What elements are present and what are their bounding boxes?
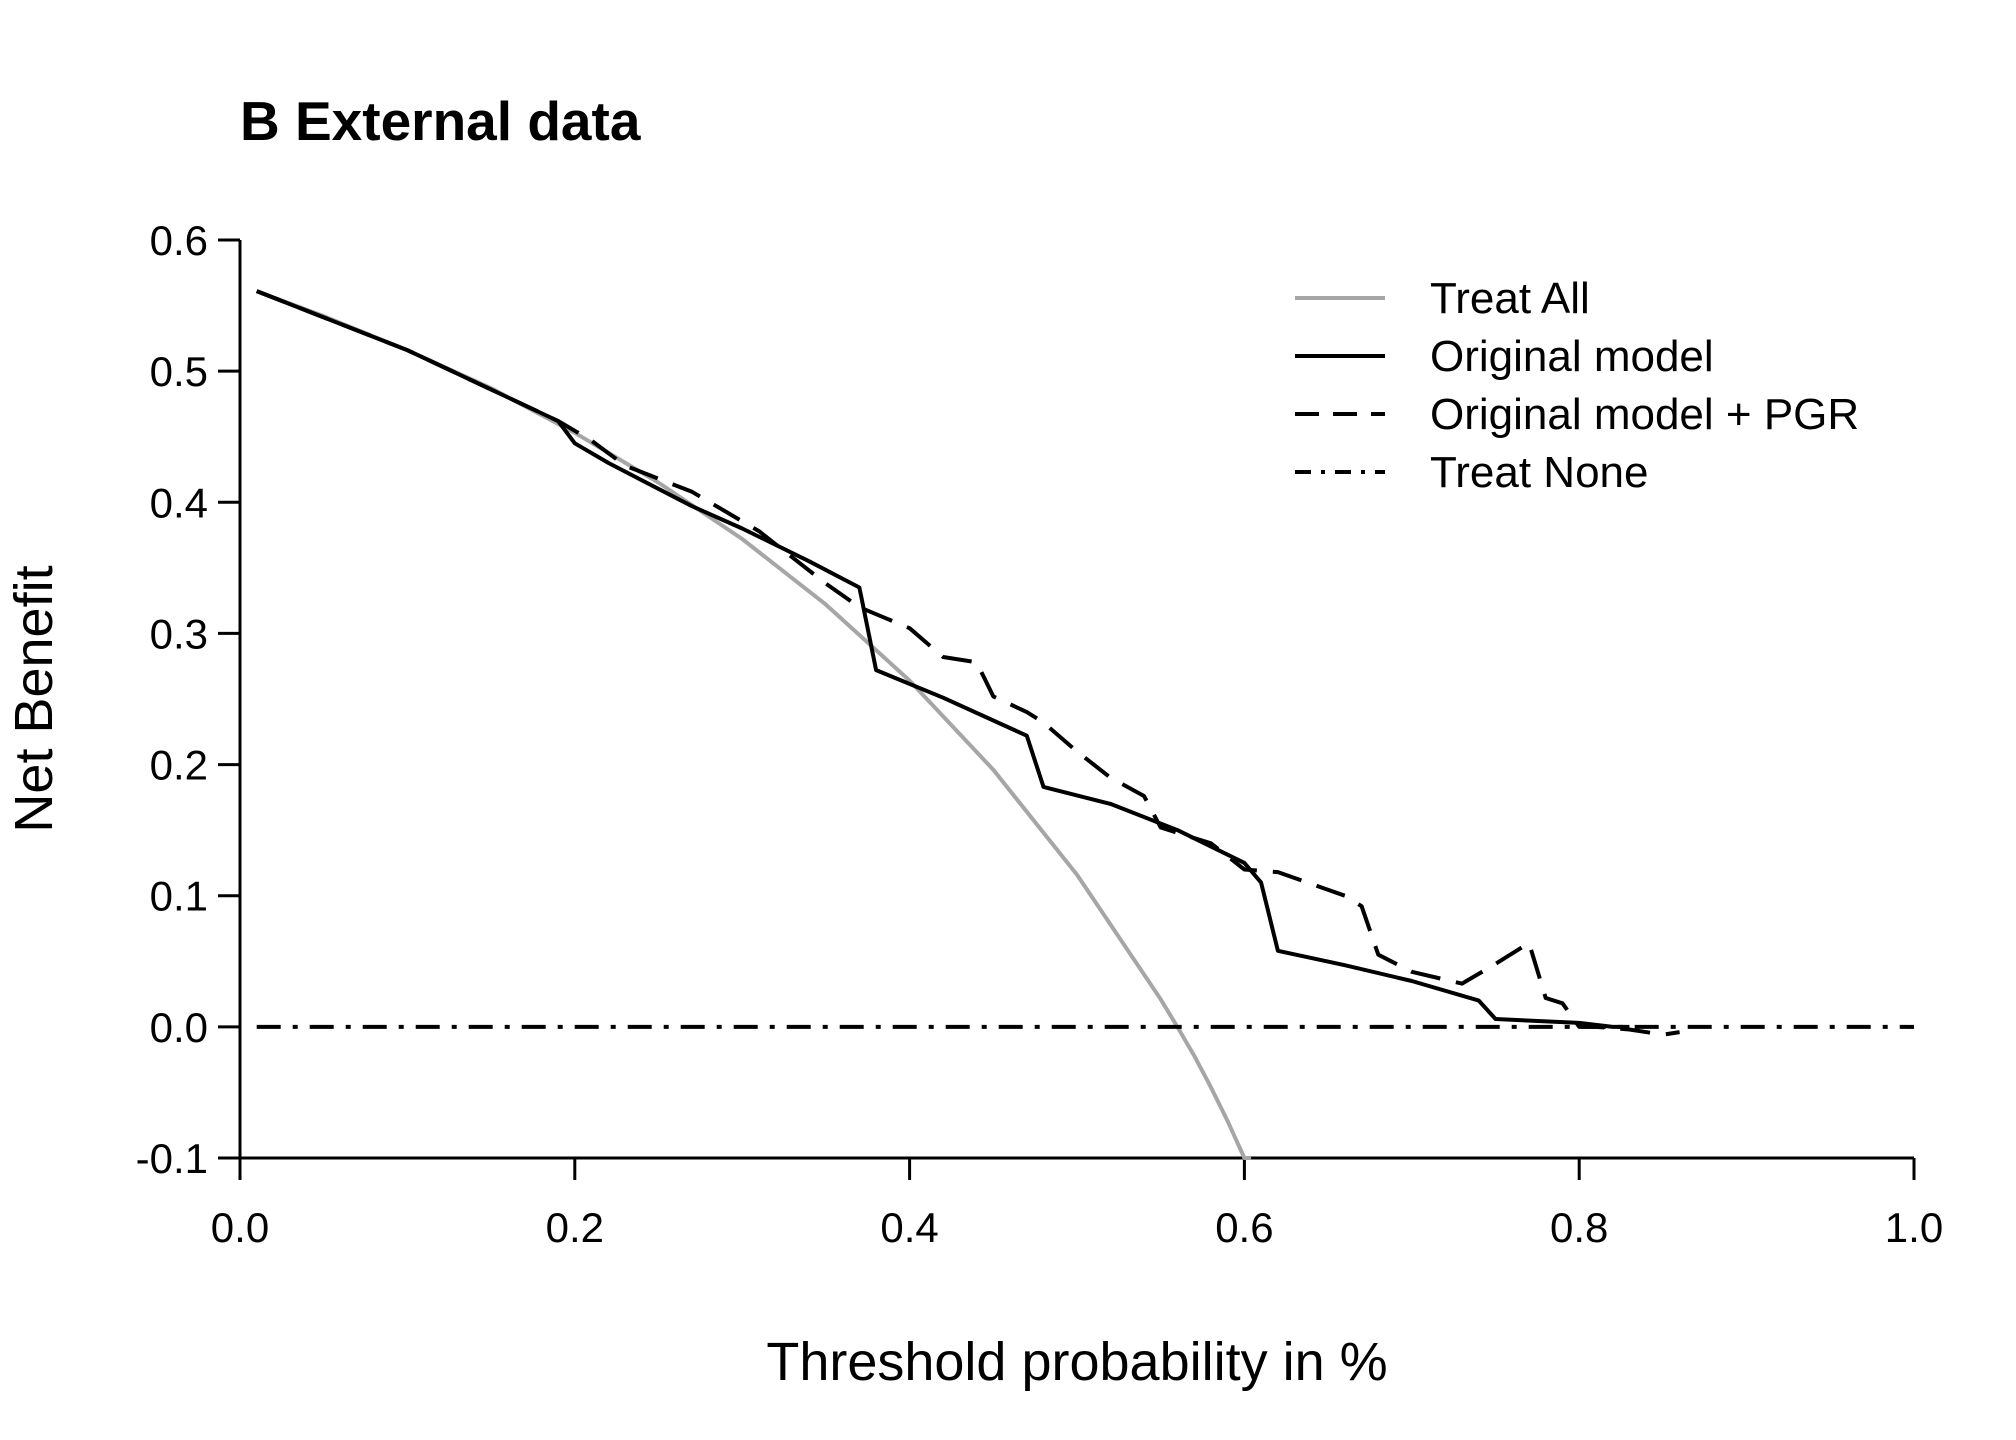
legend-label: Original model bbox=[1430, 332, 1714, 381]
y-tick-label: -0.1 bbox=[136, 1135, 208, 1182]
x-tick-label: 0.4 bbox=[880, 1204, 938, 1251]
y-tick-label: 0.3 bbox=[150, 610, 208, 657]
legend-label: Original model + PGR bbox=[1430, 390, 1859, 439]
y-tick-label: 0.2 bbox=[150, 742, 208, 789]
axes bbox=[238, 240, 1914, 1160]
y-axis-label: Net Benefit bbox=[4, 565, 64, 832]
legend-label: Treat None bbox=[1430, 448, 1648, 497]
legend-label: Treat All bbox=[1430, 274, 1590, 323]
x-ticks: 0.0 0.2 0.4 0.6 0.8 1.0 bbox=[211, 1158, 1943, 1251]
x-tick-label: 0.0 bbox=[211, 1204, 269, 1251]
x-tick-label: 1.0 bbox=[1885, 1204, 1943, 1251]
y-tick-label: 0.5 bbox=[150, 348, 208, 395]
series-layer bbox=[255, 289, 1914, 1160]
y-tick-label: 0.6 bbox=[150, 217, 208, 264]
series-line-original-model-pgr bbox=[255, 289, 1680, 1037]
series-line-original-model bbox=[255, 289, 1630, 1029]
x-axis-label: Threshold probability in % bbox=[766, 1332, 1387, 1392]
x-tick-label: 0.6 bbox=[1215, 1204, 1273, 1251]
x-tick-label: 0.8 bbox=[1550, 1204, 1608, 1251]
y-tick-label: 0.1 bbox=[150, 873, 208, 920]
x-tick-label: 0.2 bbox=[546, 1204, 604, 1251]
y-tick-label: 0.4 bbox=[150, 479, 208, 526]
y-ticks: -0.1 0.0 0.1 0.2 0.3 0.4 0.5 0.6 bbox=[136, 217, 240, 1182]
legend: Treat All Original model Original model + … bbox=[1295, 274, 1859, 497]
chart-title: B External data bbox=[240, 90, 641, 152]
y-tick-label: 0.0 bbox=[150, 1004, 208, 1051]
